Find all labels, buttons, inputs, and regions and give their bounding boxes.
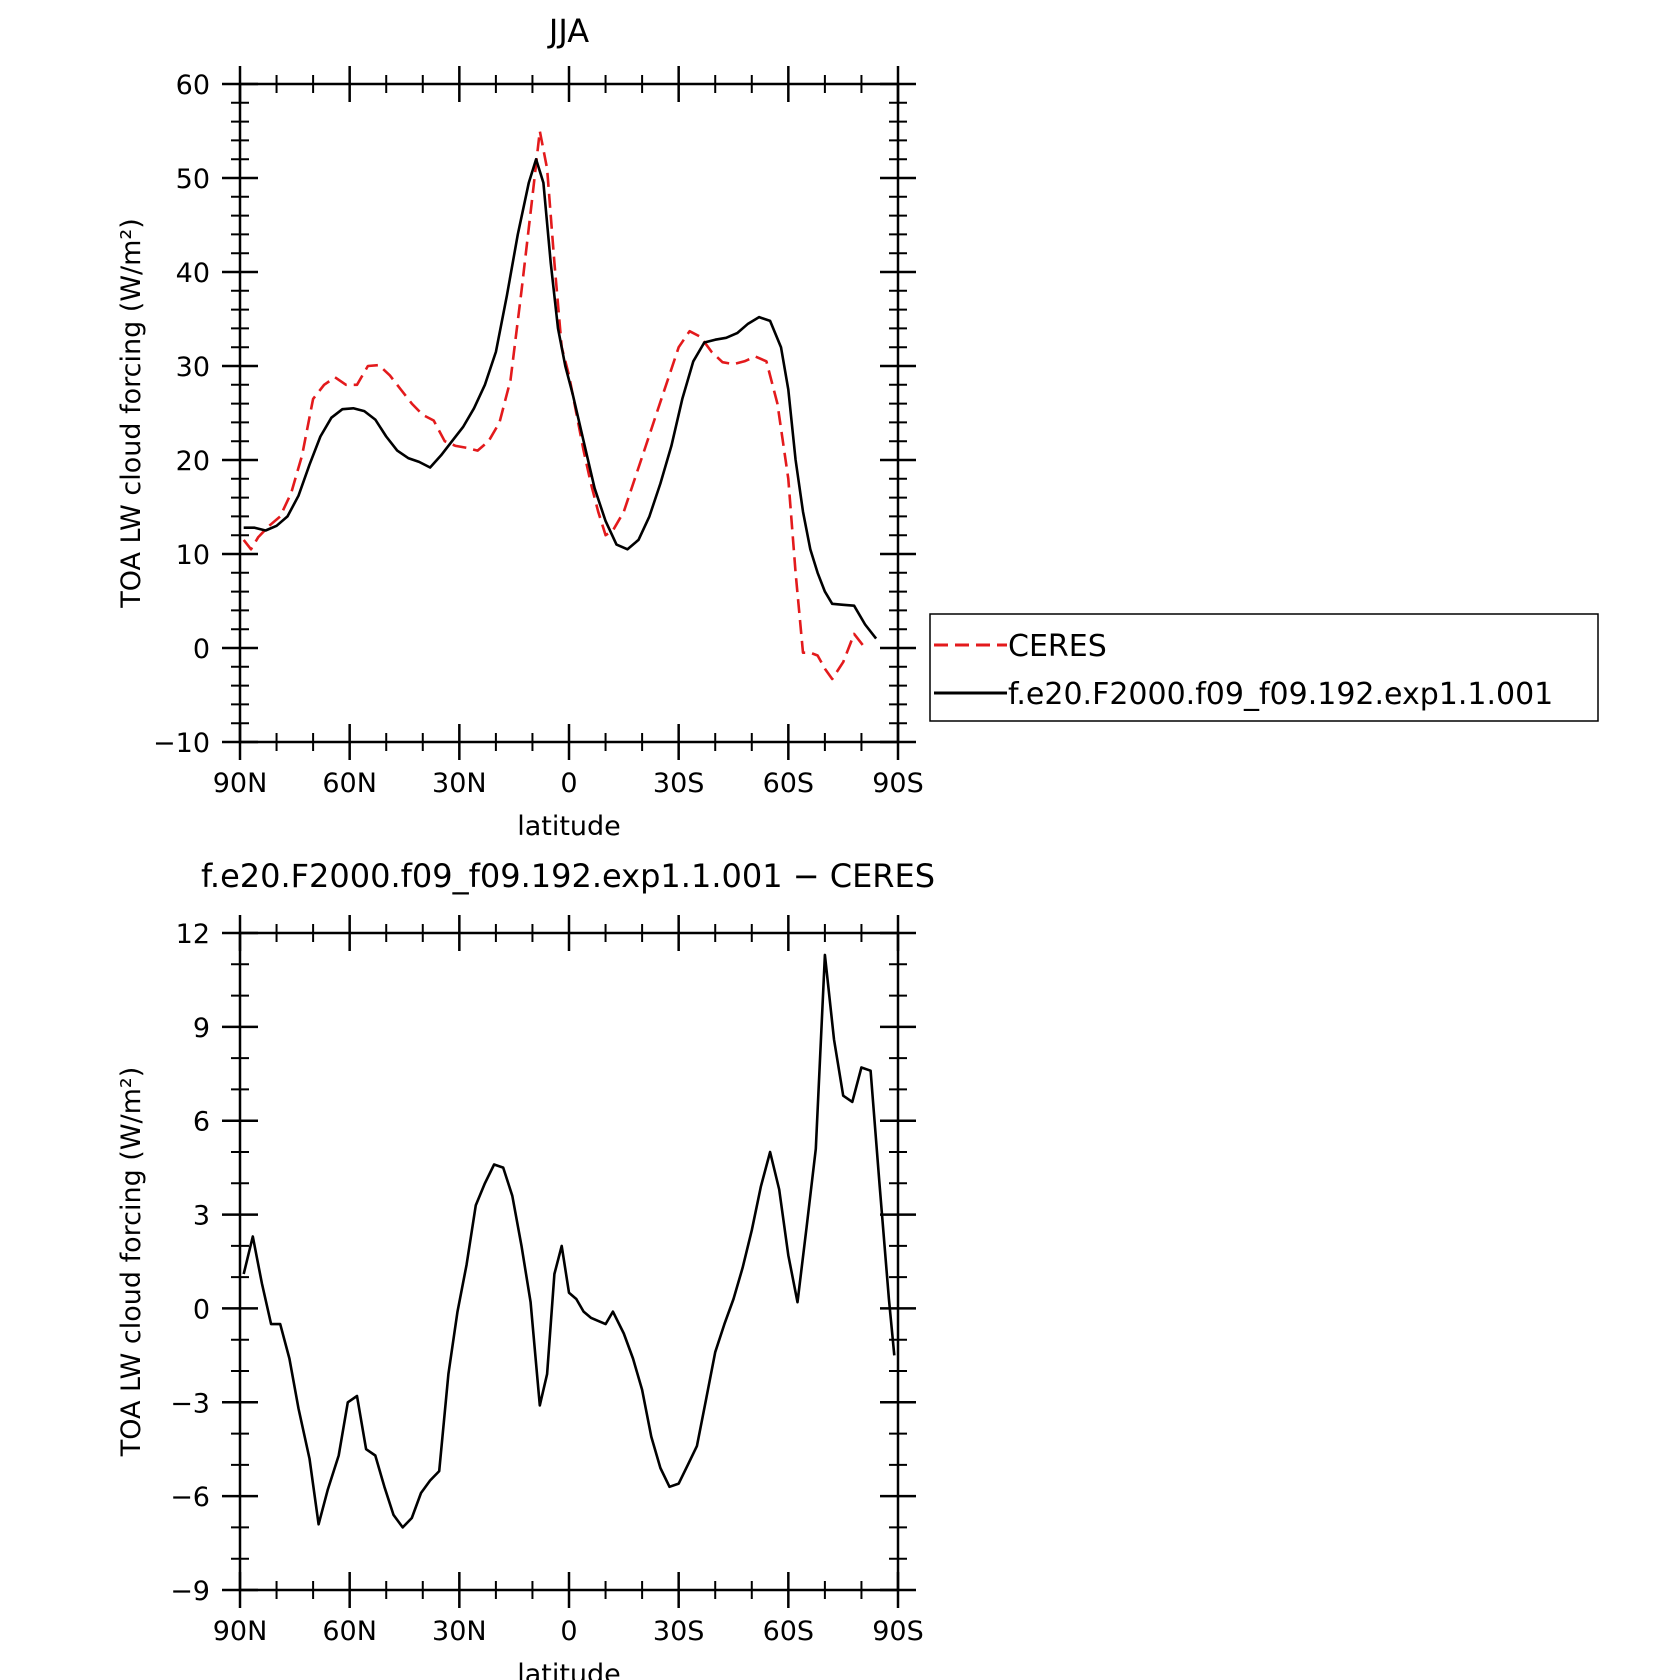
legend-label-model: f.e20.F2000.f09_f09.192.exp1.1.001 xyxy=(1008,677,1553,712)
y-tick-label: 50 xyxy=(176,164,210,195)
plot-frame xyxy=(238,931,900,1592)
bottom-panel-y-axis-label: TOA LW cloud forcing (W/m²) xyxy=(116,1067,147,1458)
x-tick-label: 60S xyxy=(763,768,815,799)
x-tick-label: 30N xyxy=(432,768,487,799)
y-tick-label: −6 xyxy=(170,1482,210,1513)
bottom-panel-x-axis-label: latitude xyxy=(517,1659,621,1680)
legend-label-ceres: CERES xyxy=(1008,629,1107,664)
y-tick-label: 0 xyxy=(193,634,210,665)
series-line-ceres xyxy=(242,129,867,681)
y-tick-label: 30 xyxy=(176,352,210,383)
y-tick-label: 40 xyxy=(176,258,210,289)
x-tick-label: 60N xyxy=(322,768,377,799)
x-tick-label: 90S xyxy=(872,768,924,799)
bottom-panel-axes: −9 −6 −3 0 3 6 9 12 90N 60N 30N 0 30S 60S 90S xyxy=(170,915,924,1647)
top-panel-x-axis-label: latitude xyxy=(517,811,621,842)
top-panel-marks xyxy=(242,129,878,681)
y-tick-label: 60 xyxy=(176,70,210,101)
y-tick-label: 6 xyxy=(193,1107,210,1138)
x-tick-label: 30N xyxy=(432,1616,487,1647)
y-tick-label: −9 xyxy=(170,1576,210,1607)
top-panel-axes: −10 0 10 20 30 40 50 60 90N 60N 30N 0 30S 60S 90S xyxy=(153,66,924,799)
x-tick-label: 0 xyxy=(560,1616,577,1647)
x-tick-label: 60N xyxy=(322,1616,377,1647)
x-tick-label: 90N xyxy=(213,768,268,799)
bottom-panel-title: f.e20.F2000.f09_f09.192.exp1.1.001 − CER… xyxy=(201,857,935,895)
legend-box xyxy=(929,613,1599,722)
y-tick-label: 0 xyxy=(193,1294,210,1325)
y-tick-label: −3 xyxy=(170,1388,210,1419)
top-panel-y-axis-label: TOA LW cloud forcing (W/m²) xyxy=(116,218,147,609)
legend: CERES f.e20.F2000.f09_f09.192.exp1.1.001 xyxy=(929,613,1599,722)
series-line-f-e20-f2000-f09-f09-192-exp1-1-001 xyxy=(243,157,878,640)
y-tick-label: 10 xyxy=(176,540,210,571)
top-panel-title: JJA xyxy=(547,12,589,50)
x-tick-label: 90S xyxy=(872,1616,924,1647)
y-tick-label: 9 xyxy=(193,1013,210,1044)
y-tick-label: 12 xyxy=(176,919,210,950)
bottom-panel: f.e20.F2000.f09_f09.192.exp1.1.001 − CER… xyxy=(116,857,935,1680)
bottom-panel-marks xyxy=(242,953,896,1529)
x-tick-label: 60S xyxy=(763,1616,815,1647)
x-tick-label: 30S xyxy=(653,1616,705,1647)
x-tick-label: 30S xyxy=(653,768,705,799)
x-tick-label: 0 xyxy=(560,768,577,799)
y-tick-label: −10 xyxy=(153,728,210,759)
y-tick-label: 3 xyxy=(193,1201,210,1232)
series-line-difference xyxy=(242,953,896,1529)
y-tick-label: 20 xyxy=(176,446,210,477)
x-tick-label: 90N xyxy=(213,1616,268,1647)
